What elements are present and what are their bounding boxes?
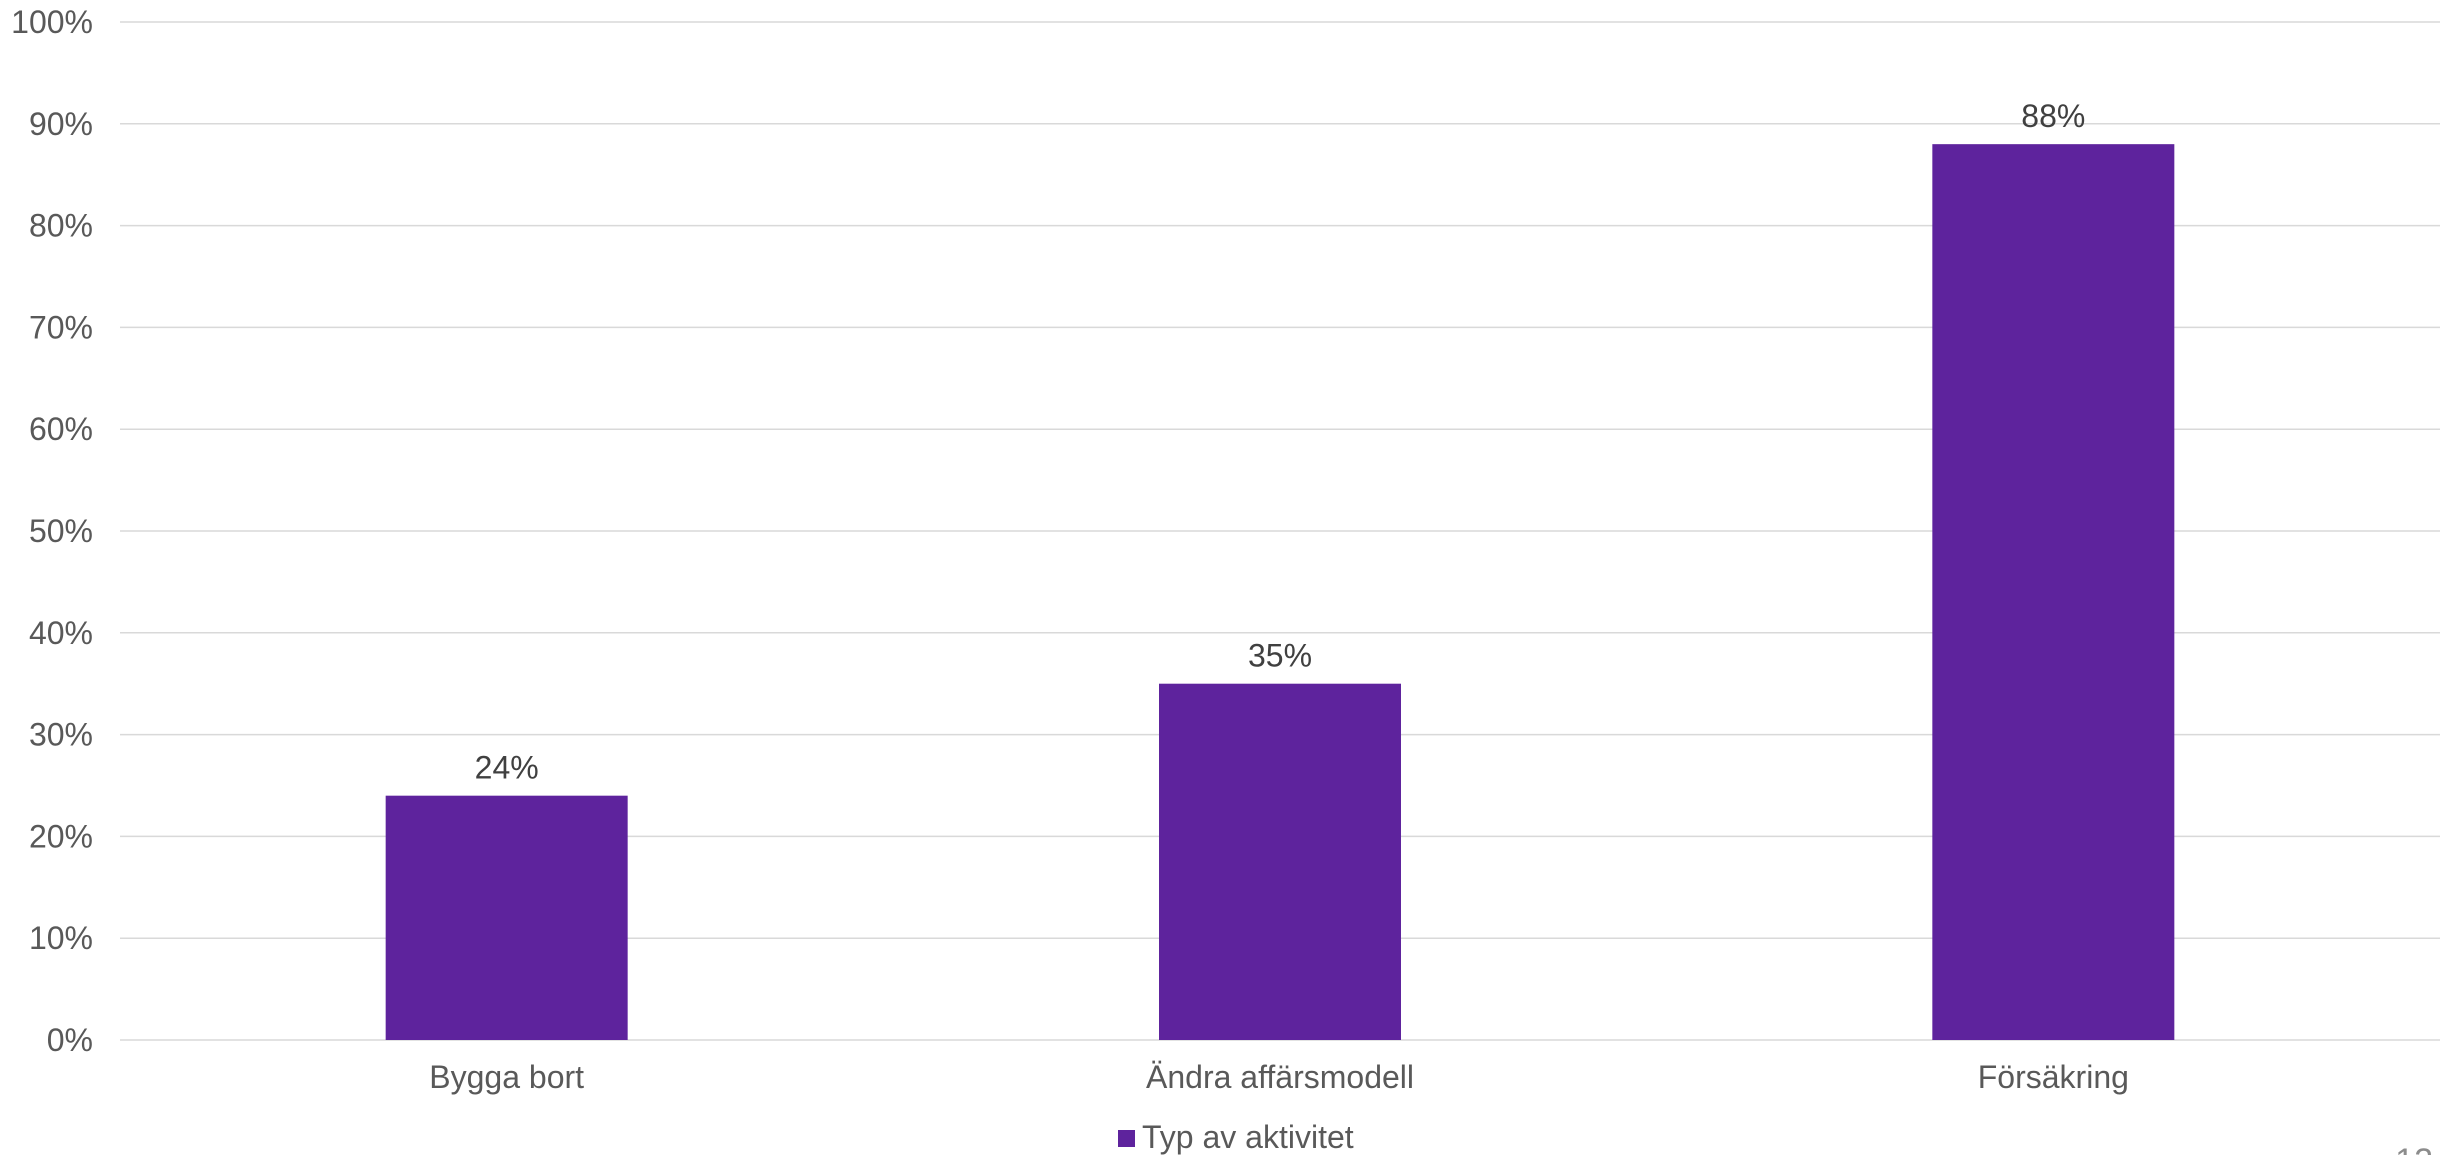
- category-label: Ändra affärsmodell: [1146, 1059, 1414, 1095]
- bars: [385, 144, 2175, 1040]
- data-label: 35%: [1248, 638, 1312, 674]
- y-tick-label: 90%: [29, 106, 93, 142]
- y-tick-label: 80%: [29, 208, 93, 244]
- y-tick-label: 40%: [29, 615, 93, 651]
- data-labels: 24% 35% 88%: [475, 98, 2086, 786]
- y-tick-label: 100%: [11, 4, 93, 40]
- y-tick-label: 10%: [29, 920, 93, 956]
- y-tick-label: 20%: [29, 818, 93, 854]
- legend: Typ av aktivitet: [1118, 1119, 1354, 1155]
- bar: [1159, 683, 1401, 1040]
- data-label: 24%: [475, 750, 539, 786]
- category-label: Bygga bort: [429, 1059, 584, 1095]
- bar: [385, 795, 628, 1040]
- legend-swatch: [1118, 1130, 1135, 1147]
- bar: [1932, 144, 2175, 1040]
- data-label: 88%: [2021, 98, 2085, 134]
- y-axis-tick-labels: 0% 10% 20% 30% 40% 50% 60% 70% 80% 90% 100%: [11, 4, 93, 1058]
- x-axis-category-labels: Bygga bort Ändra affärsmodell Försäkring: [429, 1059, 2129, 1095]
- y-tick-label: 0%: [47, 1022, 93, 1058]
- y-tick-label: 60%: [29, 411, 93, 447]
- y-tick-label: 30%: [29, 717, 93, 753]
- y-tick-label: 70%: [29, 309, 93, 345]
- legend-label: Typ av aktivitet: [1142, 1119, 1354, 1155]
- category-label: Försäkring: [1978, 1059, 2129, 1095]
- y-tick-label: 50%: [29, 513, 93, 549]
- page-number: 12: [2395, 1142, 2433, 1155]
